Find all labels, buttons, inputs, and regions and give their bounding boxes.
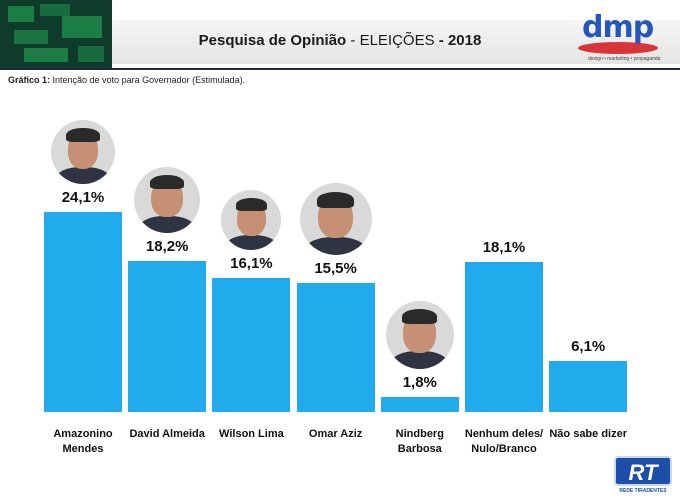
logo-tagline: design • marketing • propaganda — [588, 56, 661, 62]
category-label-2: Wilson Lima — [219, 428, 284, 440]
bar-1 — [128, 260, 207, 412]
category-label-6: Não sabe dizer — [549, 428, 627, 440]
bar-value-label-0: 24,1% — [61, 188, 105, 206]
bar-4 — [380, 397, 459, 412]
chart-caption: Gráfico 1: Intenção de voto para Governa… — [8, 75, 245, 85]
dmp-logo: dmp design • marketing • propaganda — [574, 8, 666, 66]
rt-logo-mark: RT — [614, 456, 672, 486]
bar-3 — [296, 283, 375, 412]
logo-brand: dmp — [582, 10, 654, 45]
report-header: Pesquisa de Opinião - ELEIÇÕES - 2018 dm… — [0, 0, 680, 70]
bar-2 — [212, 278, 291, 412]
category-label-0: Amazonino Mendes — [53, 428, 113, 455]
title-year: 2018 — [447, 32, 482, 49]
caption-text: Intenção de voto para Governador (Estimu… — [50, 75, 246, 85]
rede-tiradentes-logo: RT REDE TIRADENTES — [612, 456, 674, 496]
bar-5 — [465, 261, 543, 412]
page-title: Pesquisa de Opinião - ELEIÇÕES - 2018 — [0, 32, 680, 49]
title-main: Pesquisa de Opinião — [198, 32, 347, 49]
header-bar — [0, 20, 680, 64]
bar-value-label-2: 16,1% — [230, 255, 273, 273]
category-label-1: David Almeida — [129, 428, 205, 440]
candidate-photo-3 — [299, 183, 372, 256]
candidate-photo-2 — [221, 190, 282, 251]
category-label-5: Nenhum deles/ Nulo/Branco — [464, 428, 544, 455]
title-elections: ELEIÇÕES — [359, 32, 435, 49]
rt-logo-text: REDE TIRADENTES — [619, 488, 667, 494]
bar-6 — [549, 361, 628, 412]
bar-0 — [44, 211, 122, 412]
category-label-4: Nindberg Barbosa — [395, 428, 444, 455]
bar-value-label-1: 18,2% — [145, 237, 189, 255]
header-decoration — [0, 0, 112, 68]
category-label-3: Omar Aziz — [308, 428, 363, 440]
candidate-photo-1 — [134, 166, 201, 233]
caption-label: Gráfico 1: — [8, 75, 51, 85]
title-year-separator: - — [434, 32, 448, 49]
bar-value-label-4: 1,8% — [402, 374, 437, 392]
bar-value-label-6: 6,1% — [571, 338, 606, 356]
title-separator: - — [346, 32, 360, 49]
candidate-photo-0 — [51, 119, 115, 184]
candidate-photo-4 — [385, 301, 454, 370]
logo-swoosh — [578, 42, 658, 54]
bar-value-label-3: 15,5% — [314, 260, 357, 278]
bar-value-label-5: 18,1% — [482, 238, 526, 256]
